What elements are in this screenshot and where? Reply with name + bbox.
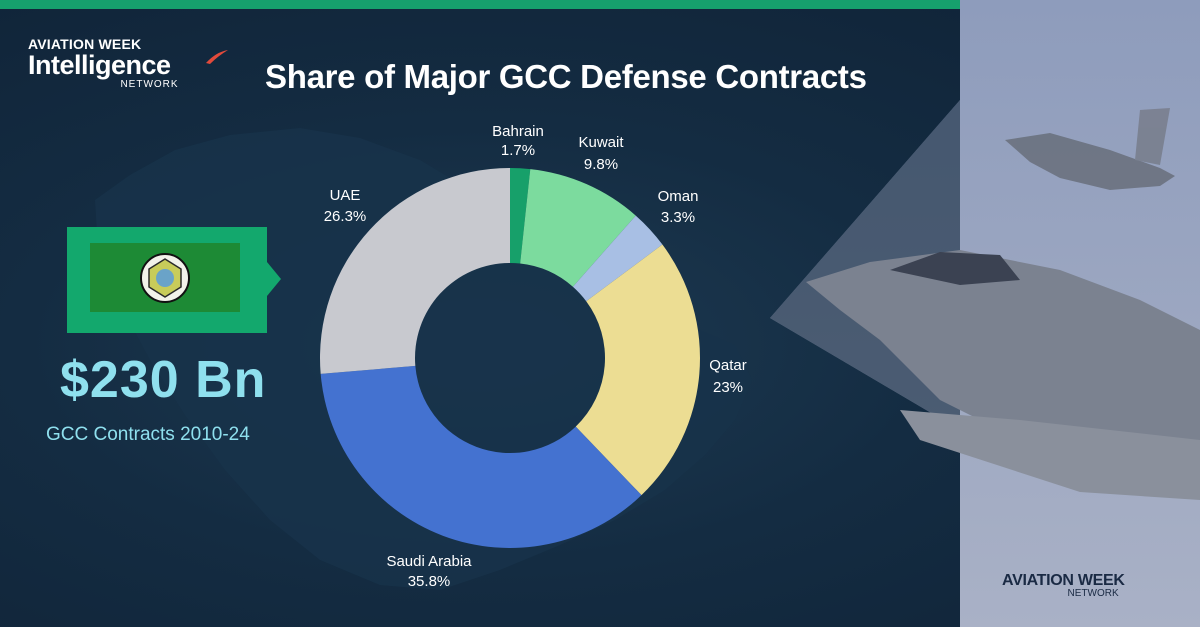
chart-title: Share of Major GCC Defense Contracts [265,58,867,95]
slice-value-qatar: 23% [713,379,743,396]
slice-value-uae: 26.3% [324,208,367,225]
donut-slice-oman [572,215,663,302]
donut-slice-kuwait [520,169,636,287]
logo-intelligence-text: Intelligence [28,50,171,80]
slice-value-bahrain: 1.7% [501,142,535,159]
slice-value-kuwait: 9.8% [584,156,618,173]
logo-aviation-week-text: AVIATION WEEK [28,36,142,52]
slice-name-uae: UAE [330,187,361,204]
total-contracts-label: GCC Contracts 2010-24 [46,424,250,445]
aviation-week-intelligence-logo: AVIATION WEEK Intelligence NETWORK [28,36,228,90]
donut-slice-qatar [575,244,700,496]
footer-aviation-week-text: AVIATION WEEK [1002,572,1125,589]
aviation-week-network-logo: AVIATION WEEK NETWORK [1002,572,1125,599]
slice-name-oman: Oman [658,188,699,205]
top-accent-bar [0,0,1200,9]
slice-name-saudi-arabia: Saudi Arabia [386,553,472,570]
jet-large [806,250,1200,500]
slice-value-oman: 3.3% [661,209,695,226]
donut-slice-saudi-arabia [320,365,642,548]
total-contracts-value: $230 Bn [60,351,267,409]
jet-small [1005,108,1175,190]
footer-network-text: NETWORK [1067,588,1119,599]
flag-frame-pointer [267,262,281,296]
gcc-emblem-icon [140,253,190,303]
slice-name-bahrain: Bahrain [492,123,544,140]
slice-name-qatar: Qatar [709,357,747,374]
logo-network-text: NETWORK [120,79,179,90]
swoosh-icon [206,50,228,64]
donut-slice-bahrain [510,168,531,264]
slice-value-saudi-arabia: 35.8% [408,573,451,590]
slice-name-kuwait: Kuwait [578,134,624,151]
donut-slice-uae [320,168,510,374]
